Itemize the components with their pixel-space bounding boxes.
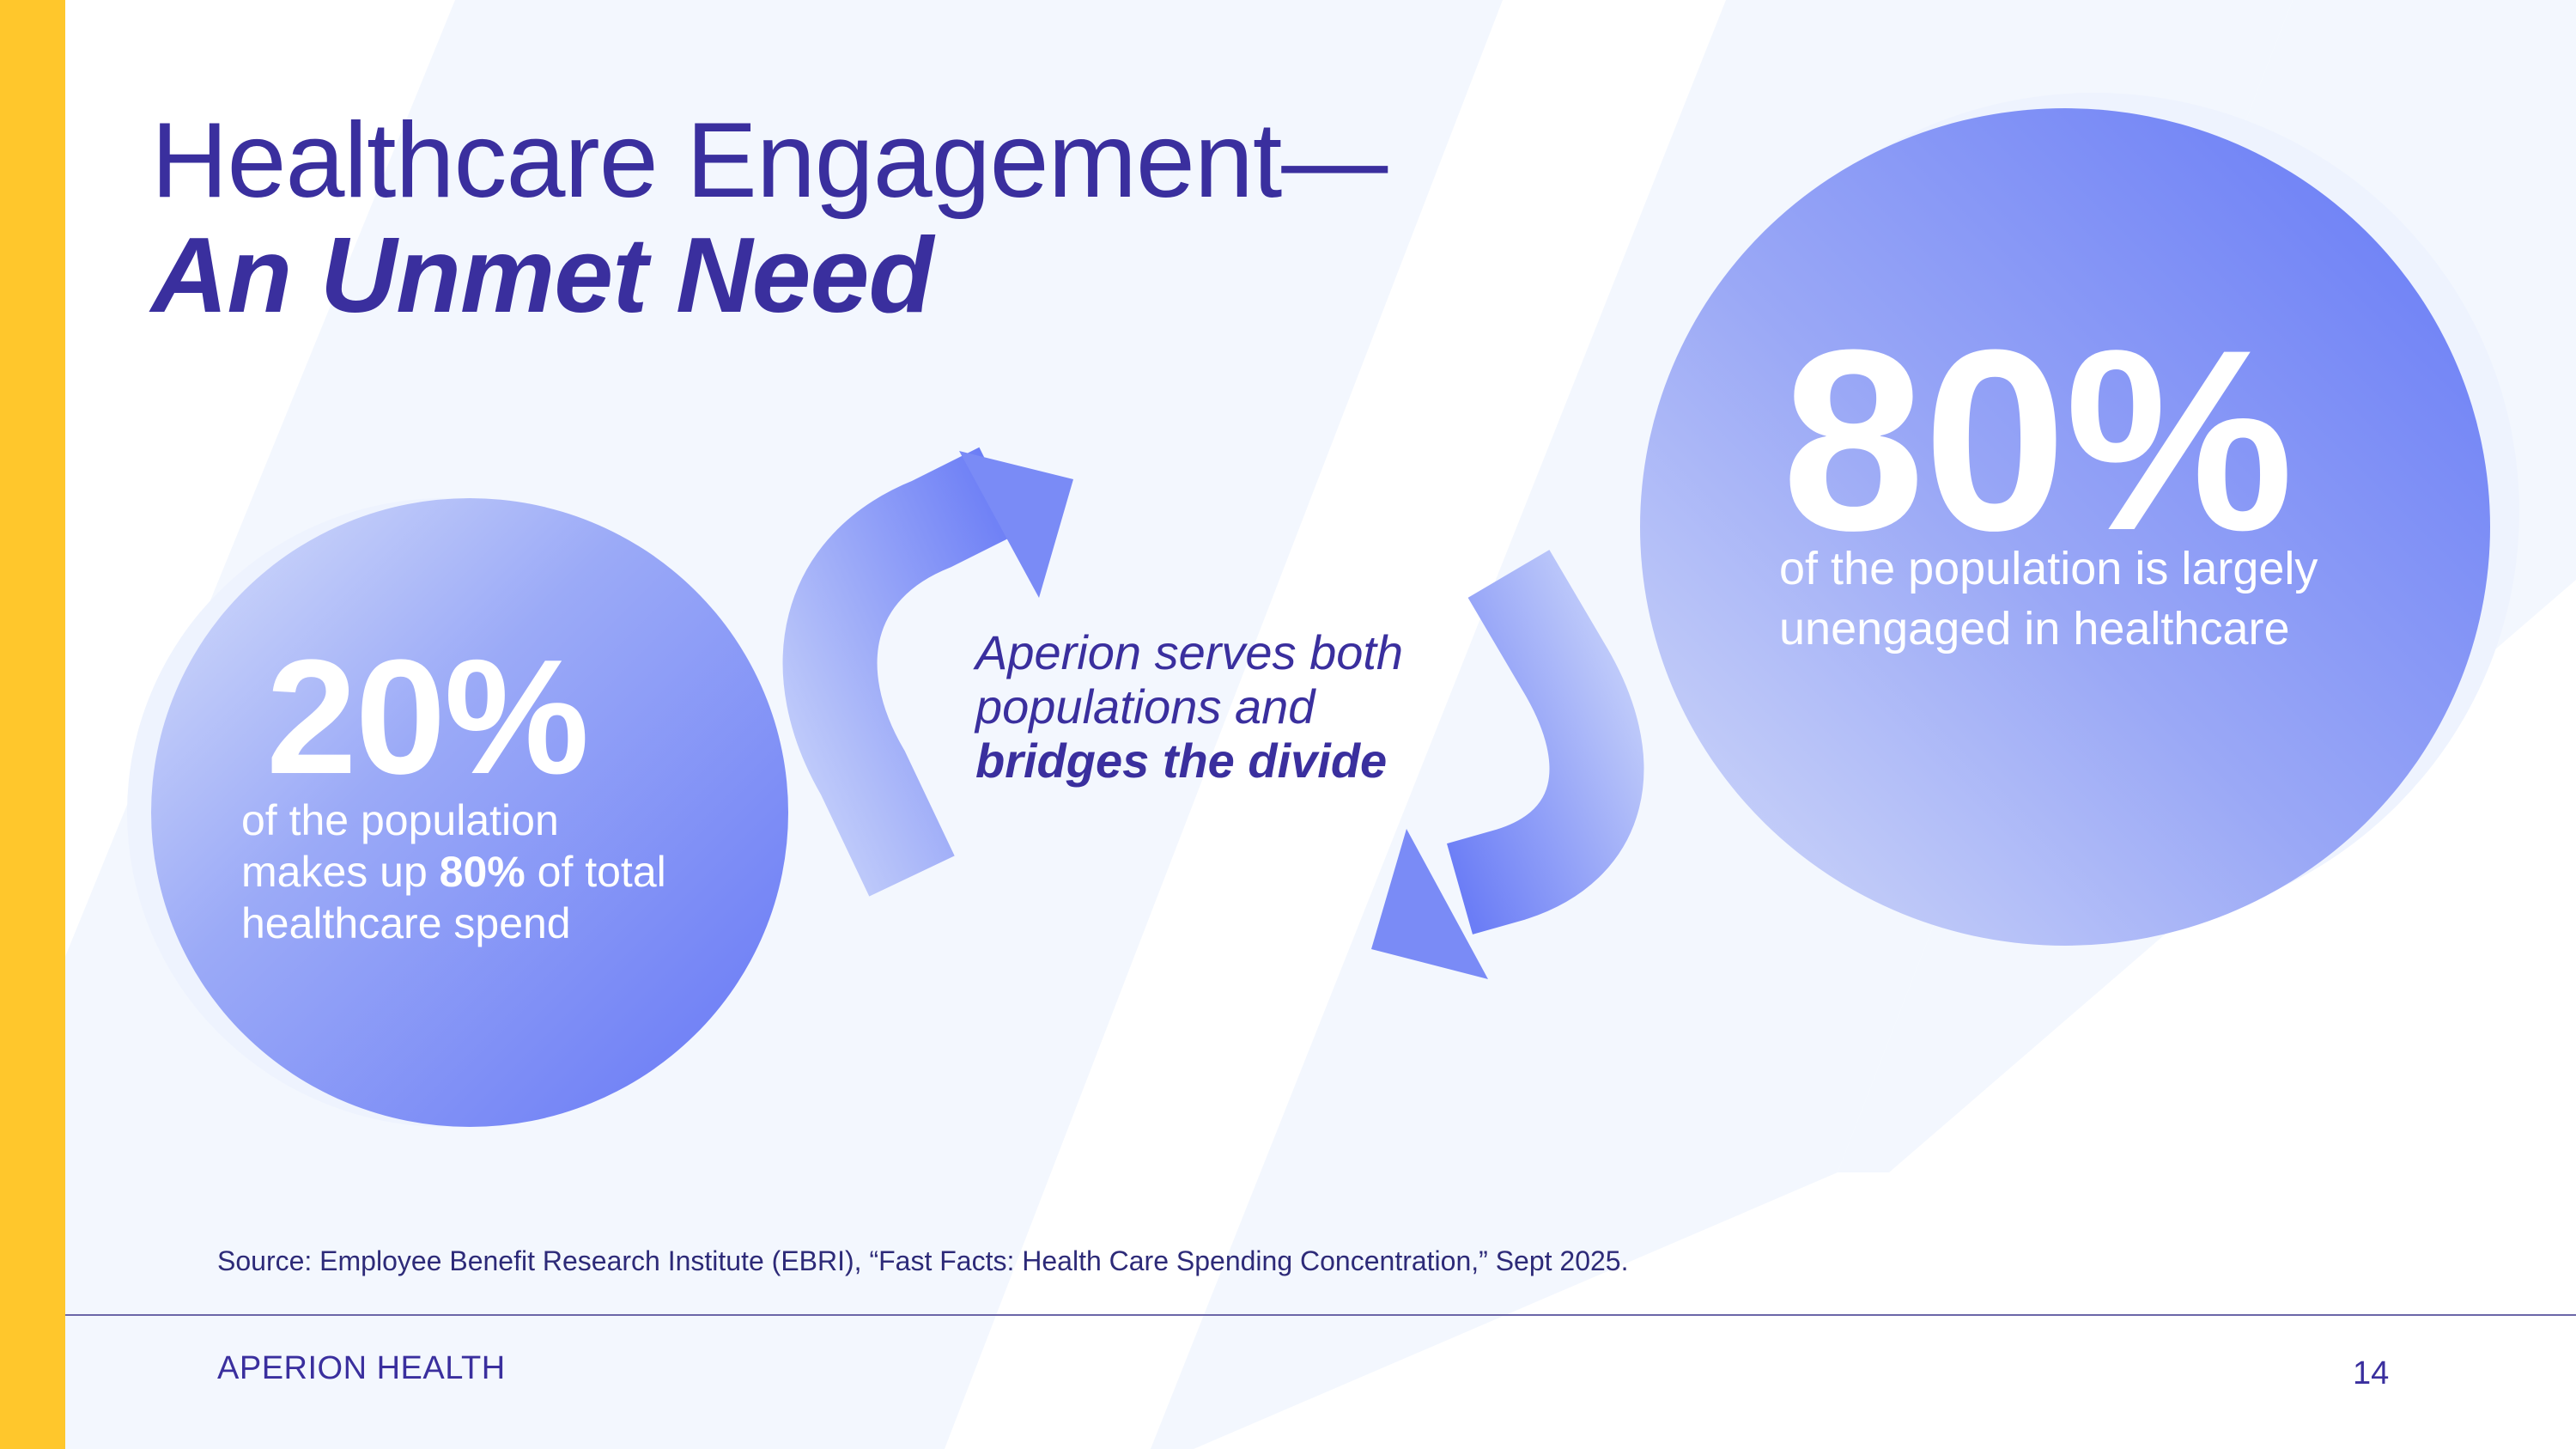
- desc-right-line1: of the population is largely: [1779, 543, 2318, 594]
- desc-left-pre: makes up: [241, 848, 440, 896]
- page-title: Healthcare Engagement— An Unmet Need: [151, 101, 1388, 335]
- source-citation: Source: Employee Benefit Research Instit…: [217, 1245, 1629, 1276]
- footer-divider: [65, 1314, 2576, 1316]
- desc-left-line1: of the population: [241, 796, 559, 844]
- curved-arrow-down-icon: [1371, 550, 1644, 979]
- stat-circle-small: [151, 498, 788, 1127]
- bridge-statement: Aperion serves both populations and brid…: [975, 625, 1456, 788]
- stat-value-80: 80%: [1782, 295, 2293, 584]
- footer-brand: APERION HEALTH: [217, 1350, 506, 1386]
- desc-right-line2: unengaged in healthcare: [1779, 603, 2290, 654]
- stat-value-20: 20%: [266, 626, 589, 808]
- page-number: 14: [2353, 1355, 2390, 1391]
- desc-left-line3: healthcare spend: [241, 899, 571, 947]
- title-line-1: Healthcare Engagement—: [151, 101, 1388, 220]
- accent-bar: [0, 0, 65, 1449]
- desc-left-post: of total: [525, 848, 666, 896]
- curved-arrow-up-icon: [782, 447, 1073, 897]
- desc-left-bold: 80%: [439, 848, 526, 896]
- bridge-line1: Aperion serves both: [975, 625, 1404, 679]
- stat-description-right: of the population is largely unengaged i…: [1779, 539, 2432, 659]
- bridge-line3: bridges the divide: [975, 734, 1388, 788]
- bridge-line2: populations and: [975, 679, 1315, 734]
- stat-circle-large: [1640, 108, 2490, 946]
- title-line-2: An Unmet Need: [151, 216, 933, 335]
- stat-description-left: of the population makes up 80% of total …: [241, 795, 756, 949]
